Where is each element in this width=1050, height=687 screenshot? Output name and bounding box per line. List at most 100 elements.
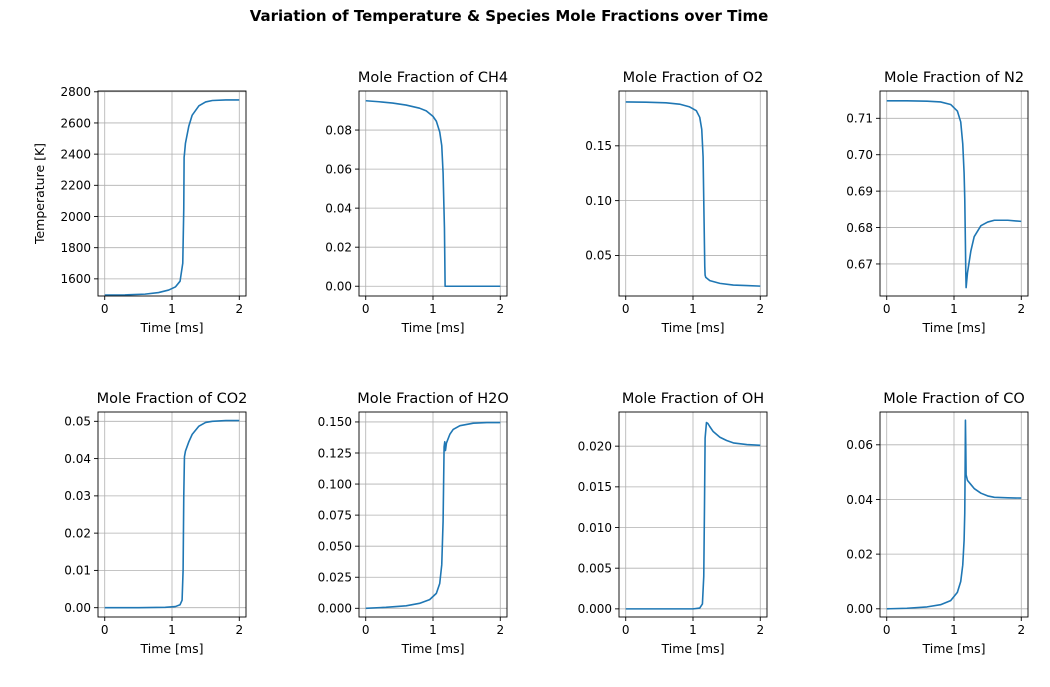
- series-line-0: [886, 100, 1022, 289]
- series-line-0: [625, 101, 761, 287]
- y-tick-label: 0.00: [325, 280, 352, 294]
- x-tick-label: 0: [101, 623, 109, 637]
- y-tick-label: 0.150: [318, 415, 352, 429]
- y-tick-label: 0.04: [325, 201, 352, 215]
- y-tick-label: 0.100: [318, 477, 352, 491]
- y-tick-label: 0.05: [585, 249, 612, 263]
- y-tick-label: 0.02: [64, 526, 91, 540]
- subplot-4: 0 1 2 0.00 0.01 0.02 0.03 0.04 0.05 Mole Fraction…: [64, 391, 247, 656]
- y-tick-label: 0.15: [585, 139, 612, 153]
- y-tick-label: 0.075: [318, 508, 352, 522]
- subplot-0: 0 1 2 1600 1800 2000 2200 2400 2600 2800 Time [ms]…: [32, 85, 247, 335]
- subplot-title: Mole Fraction of CO: [883, 391, 1025, 407]
- x-tick-label: 1: [168, 623, 176, 637]
- x-tick-label: 1: [429, 302, 437, 316]
- y-tick-label: 0.015: [578, 480, 612, 494]
- y-tick-label: 0.10: [585, 194, 612, 208]
- x-tick-label: 1: [950, 302, 958, 316]
- x-tick-label: 2: [235, 302, 243, 316]
- series-line-0: [104, 99, 240, 296]
- figure-title: Variation of Temperature & Species Mole …: [250, 7, 769, 25]
- x-axis-label: Time [ms]: [400, 641, 464, 656]
- subplot-title: Mole Fraction of O2: [623, 70, 764, 86]
- y-tick-label: 2400: [60, 147, 91, 161]
- y-tick-label: 0.05: [64, 415, 91, 429]
- x-tick-label: 0: [622, 623, 630, 637]
- x-tick-label: 1: [689, 302, 697, 316]
- x-tick-label: 0: [883, 302, 891, 316]
- series-line-0: [625, 421, 761, 610]
- y-tick-label: 0.69: [846, 184, 873, 198]
- y-tick-label: 0.08: [325, 123, 352, 137]
- subplot-title: Mole Fraction of CH4: [358, 70, 508, 86]
- x-tick-label: 2: [496, 623, 504, 637]
- y-tick-label: 2200: [60, 179, 91, 193]
- x-tick-label: 0: [362, 623, 370, 637]
- x-tick-label: 0: [883, 623, 891, 637]
- x-tick-label: 2: [756, 302, 764, 316]
- x-tick-label: 2: [1017, 302, 1025, 316]
- y-tick-label: 2800: [60, 85, 91, 99]
- x-tick-label: 1: [950, 623, 958, 637]
- subplot-3: 0 1 2 0.67 0.68 0.69 0.70 0.71 Mole Fraction of …: [846, 70, 1029, 335]
- x-axis-label: Time [ms]: [400, 320, 464, 335]
- y-tick-label: 1600: [60, 272, 91, 286]
- x-tick-label: 0: [622, 302, 630, 316]
- y-tick-label: 0.000: [318, 602, 352, 616]
- y-tick-label: 0.010: [578, 521, 612, 535]
- x-tick-label: 2: [235, 623, 243, 637]
- subplot-title: Mole Fraction of CO2: [97, 391, 248, 407]
- y-tick-label: 0.06: [846, 438, 873, 452]
- y-tick-label: 0.00: [64, 601, 91, 615]
- x-axis-label: Time [ms]: [660, 320, 724, 335]
- y-tick-label: 0.005: [578, 561, 612, 575]
- subplot-6: 0 1 2 0.000 0.005 0.010 0.015 0.020 Mole Fractio…: [578, 391, 768, 656]
- y-tick-label: 0.67: [846, 257, 873, 271]
- x-tick-label: 2: [1017, 623, 1025, 637]
- subplot-2: 0 1 2 0.05 0.10 0.15 Mole Fraction of O2 Time […: [585, 70, 768, 335]
- y-tick-label: 0.68: [846, 221, 873, 235]
- y-tick-label: 0.71: [846, 112, 873, 126]
- y-tick-label: 2600: [60, 116, 91, 130]
- x-axis-label: Time [ms]: [921, 320, 985, 335]
- y-tick-label: 0.025: [318, 571, 352, 585]
- series-line-0: [365, 421, 501, 610]
- x-tick-label: 2: [756, 623, 764, 637]
- series-line-0: [365, 99, 501, 288]
- x-tick-label: 1: [168, 302, 176, 316]
- subplot-5: 0 1 2 0.000 0.025 0.050 0.075 0.100 0.125 0.150 Mo…: [318, 391, 509, 656]
- x-tick-label: 1: [429, 623, 437, 637]
- y-tick-label: 0.02: [325, 240, 352, 254]
- x-tick-label: 2: [496, 302, 504, 316]
- subplot-title: Mole Fraction of OH: [622, 391, 764, 407]
- series-line-0: [886, 419, 1022, 610]
- x-tick-label: 0: [101, 302, 109, 316]
- x-tick-label: 0: [362, 302, 370, 316]
- y-tick-label: 0.02: [846, 547, 873, 561]
- subplot-1: 0 1 2 0.00 0.02 0.04 0.06 0.08 Mole Fraction of …: [325, 70, 508, 335]
- y-tick-label: 0.00: [846, 602, 873, 616]
- x-axis-label: Time [ms]: [139, 641, 203, 656]
- y-tick-label: 0.000: [578, 602, 612, 616]
- x-axis-label: Time [ms]: [139, 320, 203, 335]
- series-line-0: [104, 419, 240, 609]
- subplot-7: 0 1 2 0.00 0.02 0.04 0.06 Mole Fraction of CO Ti…: [846, 391, 1029, 656]
- y-axis-label: Temperature [K]: [32, 143, 47, 245]
- y-tick-label: 0.04: [846, 493, 873, 507]
- y-tick-label: 0.050: [318, 539, 352, 553]
- y-tick-label: 0.03: [64, 489, 91, 503]
- x-tick-label: 1: [689, 623, 697, 637]
- y-tick-label: 2000: [60, 210, 91, 224]
- y-tick-label: 0.125: [318, 446, 352, 460]
- subplot-title: Mole Fraction of H2O: [357, 391, 509, 407]
- y-tick-label: 0.70: [846, 148, 873, 162]
- y-tick-label: 0.06: [325, 162, 352, 176]
- y-tick-label: 0.020: [578, 439, 612, 453]
- y-tick-label: 1800: [60, 241, 91, 255]
- y-tick-label: 0.04: [64, 452, 91, 466]
- x-axis-label: Time [ms]: [921, 641, 985, 656]
- subplot-title: Mole Fraction of N2: [884, 70, 1024, 86]
- y-tick-label: 0.01: [64, 564, 91, 578]
